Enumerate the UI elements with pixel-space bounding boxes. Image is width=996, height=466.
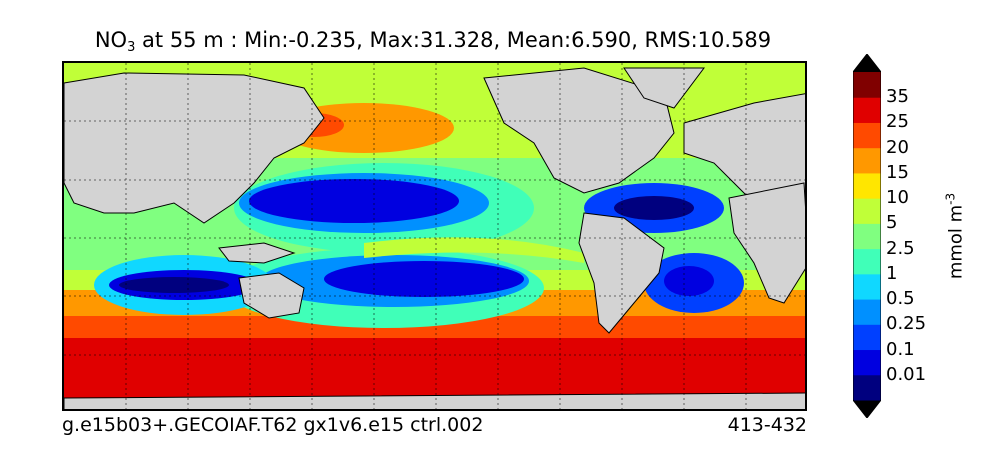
- spac-gyre-inner: [324, 261, 524, 297]
- land-africa: [728, 182, 805, 304]
- colorbar-unit: mmol m: [945, 204, 967, 280]
- colorbar-tick-label: 0.25: [886, 313, 927, 335]
- colorbar-swatch: [853, 324, 881, 351]
- land-antarctica: [64, 392, 805, 409]
- colorbar-under-arrow: [853, 400, 881, 418]
- ocean-nitrate-map: [62, 61, 807, 411]
- colorbar-tick-label: 10: [886, 187, 909, 209]
- colorbar-swatch: [853, 72, 881, 98]
- year-range: 413-432: [727, 414, 807, 436]
- land-australia: [238, 272, 305, 319]
- title-stats: at 55 m : Min:-0.235, Max:31.328, Mean:6…: [135, 28, 772, 52]
- colorbar-over-arrow: [853, 54, 881, 72]
- colorbar-swatch: [853, 374, 881, 401]
- plot-title: NO3 at 55 m : Min:-0.235, Max:31.328, Me…: [0, 28, 866, 55]
- colorbar-tick-label: 15: [886, 161, 909, 183]
- natl-gyre-core: [614, 196, 694, 220]
- colorbar-tick-label: 5: [886, 212, 898, 234]
- colorbar-swatch: [853, 349, 881, 376]
- colorbar-swatch: [853, 248, 881, 275]
- npac-gyre-inner: [249, 179, 459, 223]
- gridlines: [64, 63, 805, 409]
- colorbar-tick-label: 35: [886, 86, 909, 108]
- indian-gyre-core: [119, 277, 229, 293]
- land-africa-eurasia: [64, 72, 325, 224]
- colorbar-swatch: [853, 122, 881, 149]
- colorbar-tick-label: 0.01: [886, 363, 927, 385]
- colorbar-swatch: [853, 172, 881, 199]
- colorbar-swatch: [853, 299, 881, 325]
- colorbar-tick-label: 0.5: [886, 288, 915, 310]
- title-variable: NO: [94, 28, 128, 52]
- run-identifier: g.e15b03+.GECOIAF.T62 gx1v6.e15 ctrl.002: [62, 414, 484, 436]
- colorbar-unit-exponent: -3: [943, 192, 958, 205]
- colorbar-tick-label: 1: [886, 262, 898, 284]
- colorbar-tick-label: 20: [886, 136, 909, 158]
- colorbar-tick-label: 2.5: [886, 237, 915, 259]
- colorbar-swatch: [853, 97, 881, 123]
- land-maritime: [218, 242, 296, 264]
- colorbar-swatch: [853, 198, 881, 224]
- colorbar-swatch: [853, 147, 881, 174]
- colorbar: [853, 54, 881, 418]
- satl-gyre-core: [664, 266, 714, 296]
- colorbar-label: mmol m-3: [944, 193, 967, 279]
- eq-pacific-upwelling: [364, 237, 584, 263]
- map-canvas: [64, 63, 805, 409]
- colorbar-swatch: [853, 273, 881, 300]
- colorbar-tick-label: 0.1: [886, 338, 915, 360]
- colorbar-swatch: [853, 223, 881, 250]
- title-variable-subscript: 3: [127, 40, 136, 55]
- colorbar-tick-label: 25: [886, 111, 909, 133]
- land-south-america: [578, 212, 665, 334]
